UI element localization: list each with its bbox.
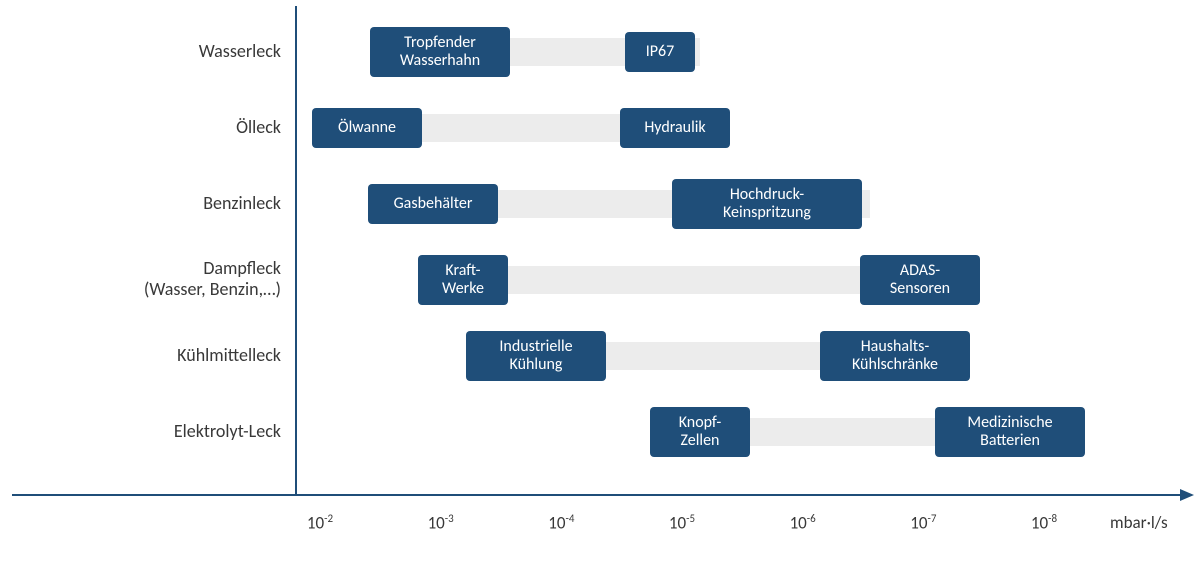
leak-box: Hydraulik xyxy=(620,108,730,148)
x-tick-label: 10-2 xyxy=(295,512,345,534)
x-axis-arrow-icon xyxy=(1180,489,1194,501)
x-tick-label: 10-5 xyxy=(657,512,707,534)
leak-box: Knopf- Zellen xyxy=(650,407,750,457)
leak-box: Tropfender Wasserhahn xyxy=(370,27,510,77)
leak-box: IP67 xyxy=(625,32,695,72)
row-label: Benzinleck xyxy=(0,193,281,214)
x-tick-label: 10-3 xyxy=(416,512,466,534)
leak-box: Hochdruck- Keinspritzung xyxy=(672,179,862,229)
x-tick-label: 10-8 xyxy=(1019,512,1069,534)
leak-box: Kraft- Werke xyxy=(418,255,508,305)
x-tick-label: 10-4 xyxy=(536,512,586,534)
x-tick-label: 10-7 xyxy=(898,512,948,534)
leak-box: ADAS- Sensoren xyxy=(860,255,980,305)
row-label: Ölleck xyxy=(0,117,281,138)
x-axis-line xyxy=(12,494,1182,496)
x-axis-unit: mbar·l/s xyxy=(1110,512,1168,533)
row-label: Dampfleck (Wasser, Benzin,…) xyxy=(0,258,281,299)
leak-box: Gasbehälter xyxy=(368,184,498,224)
x-tick-label: 10-6 xyxy=(778,512,828,534)
row-label: Kühlmittelleck xyxy=(0,345,281,366)
leak-box: Medizinische Batterien xyxy=(935,407,1085,457)
leak-box: Industrielle Kühlung xyxy=(466,331,606,381)
leak-box: Haushalts- Kühlschränke xyxy=(820,331,970,381)
leak-box: Ölwanne xyxy=(312,108,422,148)
row-label: Elektrolyt-Leck xyxy=(0,421,281,442)
y-axis-line xyxy=(295,6,297,494)
row-label: Wasserleck xyxy=(0,41,281,62)
leak-rate-chart: Wasserleck Tropfender Wasserhahn IP67 Öllec… xyxy=(0,0,1202,577)
